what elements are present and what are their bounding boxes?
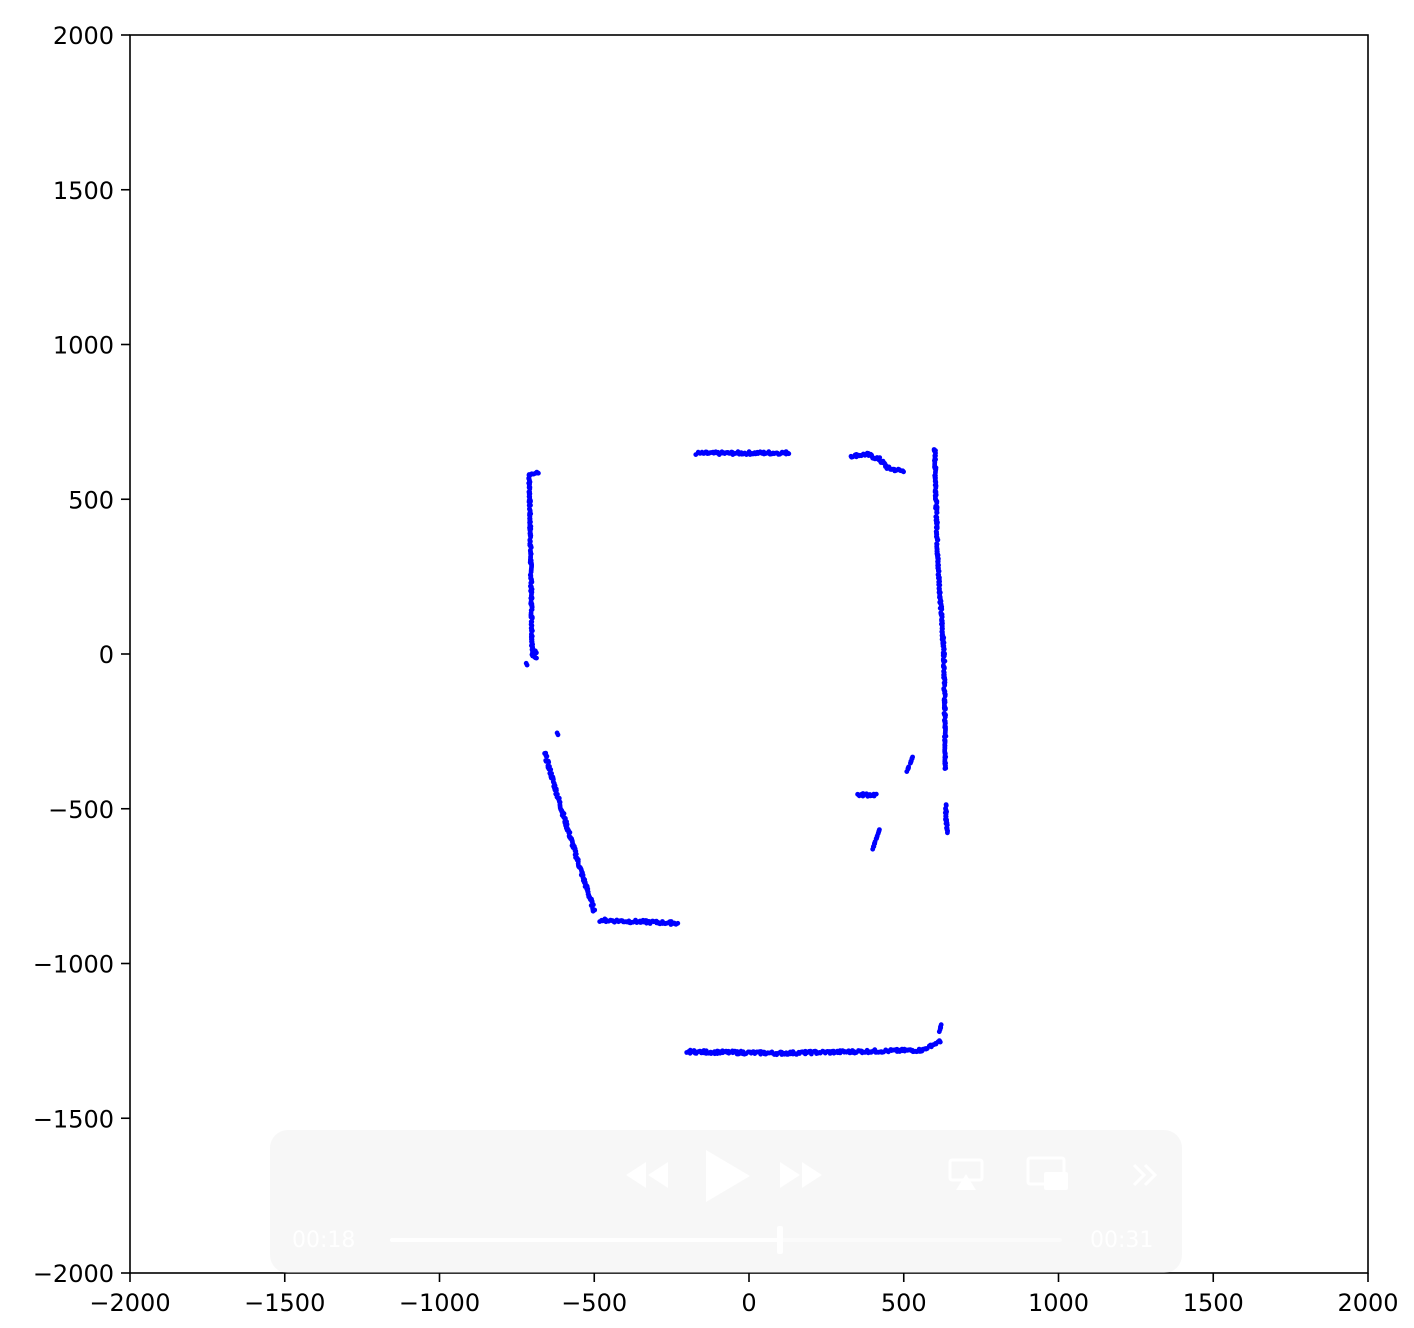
scan-point	[675, 920, 681, 926]
scan-points-layer	[523, 447, 950, 1058]
x-tick-label: 1000	[1028, 1289, 1089, 1317]
x-tick-label: 0	[741, 1289, 756, 1317]
scan-point	[548, 767, 554, 772]
scan-point	[935, 537, 941, 543]
elapsed-time: 00:18	[292, 1228, 356, 1253]
scan-point	[901, 469, 906, 475]
scrubber-handle[interactable]	[776, 1226, 783, 1254]
scan-point	[555, 732, 561, 738]
scan-point	[536, 470, 541, 476]
scan-point	[528, 499, 533, 504]
y-tick-label: 1500	[53, 177, 114, 205]
x-tick-label: 500	[881, 1289, 927, 1317]
y-tick-label: 2000	[53, 22, 114, 50]
x-tick-label: −500	[561, 1289, 627, 1317]
play-icon[interactable]	[702, 1148, 752, 1204]
scan-point	[943, 733, 949, 739]
y-axis-ticks: −2000 −1500 −1000 −500 0 500 1000 1500 2000	[33, 22, 130, 1288]
scan-point	[786, 451, 792, 457]
y-tick-label: −500	[48, 796, 114, 824]
scan-point	[591, 902, 596, 908]
x-tick-label: −1500	[244, 1289, 325, 1317]
scrubber-progress	[390, 1238, 780, 1242]
scan-point	[937, 1039, 943, 1045]
video-player-controls[interactable]: 00:18 00:31	[270, 1130, 1182, 1273]
scrubber-track[interactable]	[390, 1226, 1062, 1254]
scan-point	[945, 830, 950, 836]
scan-point	[873, 791, 879, 797]
plot-area	[130, 35, 1368, 1273]
picture-in-picture-icon[interactable]	[1026, 1156, 1070, 1192]
y-tick-label: 1000	[53, 332, 114, 360]
scan-point	[524, 662, 530, 668]
fast-forward-icon[interactable]	[778, 1158, 824, 1192]
x-tick-label: 2000	[1337, 1289, 1398, 1317]
scan-point	[942, 658, 948, 664]
scan-point	[544, 753, 550, 759]
scan-point	[592, 907, 598, 913]
x-tick-label: 1500	[1183, 1289, 1244, 1317]
more-controls-icon[interactable]	[1130, 1160, 1160, 1190]
rewind-icon[interactable]	[624, 1158, 670, 1192]
y-tick-label: −2000	[33, 1260, 114, 1288]
y-tick-label: 500	[68, 486, 114, 514]
scan-point	[877, 827, 882, 832]
x-axis-ticks: −2000 −1500 −1000 −500 0 500 1000 1500 2000	[89, 1273, 1399, 1317]
scan-point	[534, 655, 539, 661]
scan-point	[943, 706, 948, 712]
scan-point	[906, 764, 911, 770]
y-tick-label: −1000	[33, 951, 114, 979]
scan-point	[941, 646, 947, 652]
scan-point	[528, 502, 533, 508]
y-tick-label: −1500	[33, 1105, 114, 1133]
scan-point	[529, 579, 535, 585]
scan-point	[943, 765, 949, 771]
scan-point	[934, 510, 940, 516]
scan-point	[910, 754, 915, 760]
airplay-icon[interactable]	[948, 1158, 984, 1192]
scan-point	[534, 650, 539, 656]
x-tick-label: −1000	[399, 1289, 480, 1317]
scan-point	[938, 1022, 944, 1028]
y-tick-label: 0	[99, 641, 114, 669]
total-duration: 00:31	[1090, 1228, 1154, 1253]
x-tick-label: −2000	[89, 1289, 170, 1317]
